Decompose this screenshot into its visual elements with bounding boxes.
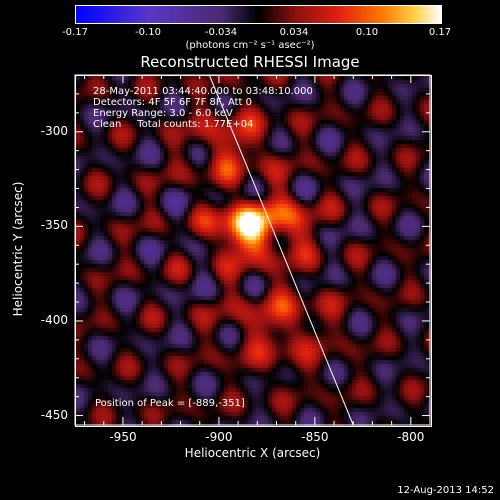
info-line-counts: Clean Total counts: 1.77E+04 bbox=[93, 119, 254, 130]
info-line-time: 28-May-2011 03:44:40.000 to 03:48:10.000 bbox=[93, 86, 313, 97]
colorbar-tick: -0.10 bbox=[135, 27, 161, 38]
plot-area bbox=[75, 75, 432, 427]
colorbar-tick: 0.034 bbox=[279, 27, 309, 38]
colorbar-tick: 0.17 bbox=[428, 27, 452, 38]
axis-ticks bbox=[75, 74, 431, 425]
x-tick-label: -800 bbox=[397, 430, 425, 444]
colorbar-tick: -0.17 bbox=[62, 27, 88, 38]
x-tick-label: -850 bbox=[301, 430, 329, 444]
y-tick-label: -400 bbox=[40, 312, 68, 327]
colorbar-tick: 0.10 bbox=[355, 27, 379, 38]
y-tick-label: -350 bbox=[40, 218, 68, 233]
x-tick-label: -900 bbox=[205, 430, 233, 444]
chart-title: Reconstructed RHESSI Image bbox=[140, 53, 360, 71]
x-axis-label: Heliocentric X (arcsec) bbox=[184, 446, 321, 460]
colorbar-tick: -0.034 bbox=[204, 27, 238, 38]
info-line-energy: Energy Range: 3.0 - 6.0 keV bbox=[93, 108, 233, 119]
solar-limb-line bbox=[208, 74, 354, 426]
heatmap-image bbox=[76, 76, 431, 426]
y-axis-label: Heliocentric Y (arcsec) bbox=[11, 181, 25, 317]
x-tick-label: -950 bbox=[109, 430, 137, 444]
y-tick-label: -300 bbox=[40, 123, 68, 138]
colorbar-unit: (photons cm⁻² s⁻¹ asec⁻²) bbox=[185, 40, 315, 51]
timestamp: 12-Aug-2013 14:52 bbox=[397, 485, 494, 496]
peak-position-label: Position of Peak = [-889,-351] bbox=[95, 398, 245, 409]
colorbar bbox=[75, 5, 442, 24]
info-line-detectors: Detectors: 4F 5F 6F 7F 8F, Att 0 bbox=[93, 97, 253, 108]
plot-frame bbox=[74, 74, 431, 426]
y-tick-label: -450 bbox=[40, 407, 68, 422]
